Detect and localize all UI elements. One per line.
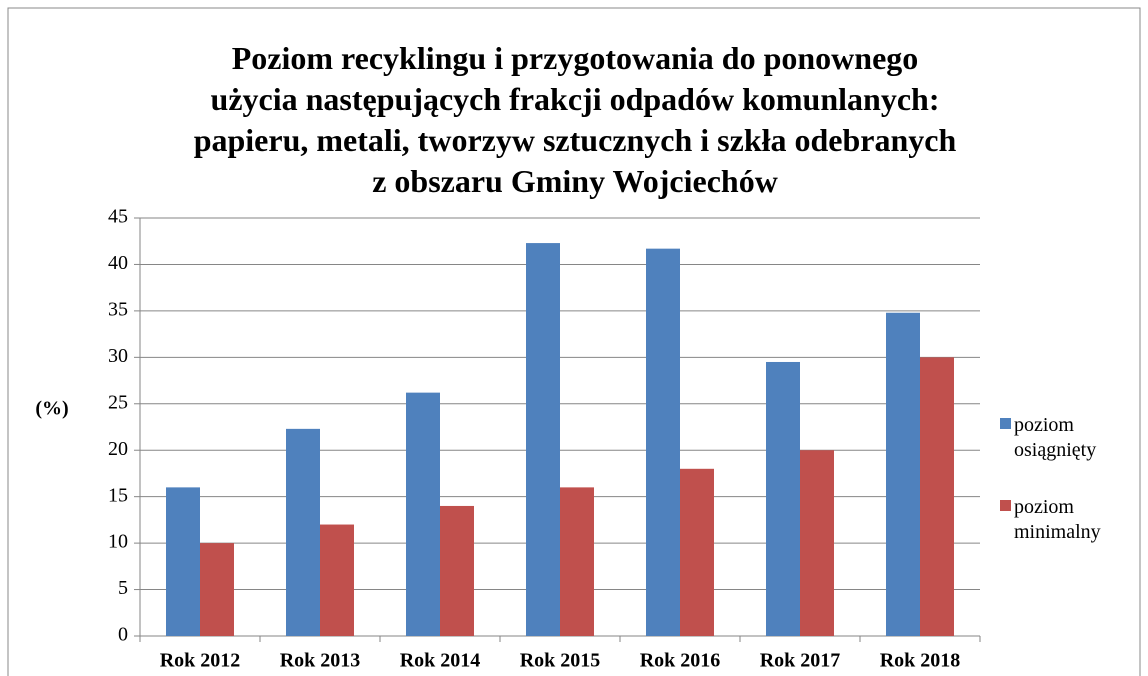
y-axis-label: (%) [35, 398, 68, 420]
x-tick-label: Rok 2015 [520, 650, 601, 672]
y-tick-label: 5 [118, 577, 128, 599]
x-tick-label: Rok 2017 [760, 650, 841, 672]
y-tick-label: 30 [108, 345, 128, 367]
y-tick-label: 20 [108, 438, 128, 460]
bar [406, 392, 440, 636]
bar [526, 243, 560, 636]
bar [766, 361, 800, 636]
legend-swatch [1000, 500, 1011, 511]
y-tick-label: 25 [108, 391, 128, 413]
x-tick-label: Rok 2012 [160, 650, 241, 672]
bar [886, 312, 920, 636]
bar [286, 428, 320, 636]
bar [800, 450, 834, 636]
x-tick-label: Rok 2013 [280, 650, 361, 672]
y-tick-label: 45 [108, 206, 128, 228]
y-tick-label: 15 [108, 484, 128, 506]
chart-title: Poziom recyklingu i przygotowania do pon… [193, 40, 957, 199]
y-tick-label: 0 [118, 624, 128, 646]
x-tick-label: Rok 2014 [400, 650, 481, 672]
bar [166, 487, 200, 636]
y-tick-label: 40 [108, 252, 128, 274]
bar [560, 487, 594, 636]
x-tick-label: Rok 2018 [880, 650, 961, 672]
bar [646, 248, 680, 637]
bar [440, 505, 474, 636]
legend-label: poziom minimalny [1014, 496, 1101, 543]
bar [920, 357, 954, 636]
bar [200, 543, 234, 636]
y-tick-label: 10 [108, 531, 128, 553]
legend-label: poziom osiągnięty [1014, 414, 1097, 461]
legend-swatch [1000, 418, 1011, 429]
x-tick-label: Rok 2016 [640, 650, 721, 672]
bar [320, 524, 354, 636]
y-tick-label: 35 [108, 298, 128, 320]
bar [680, 468, 714, 636]
